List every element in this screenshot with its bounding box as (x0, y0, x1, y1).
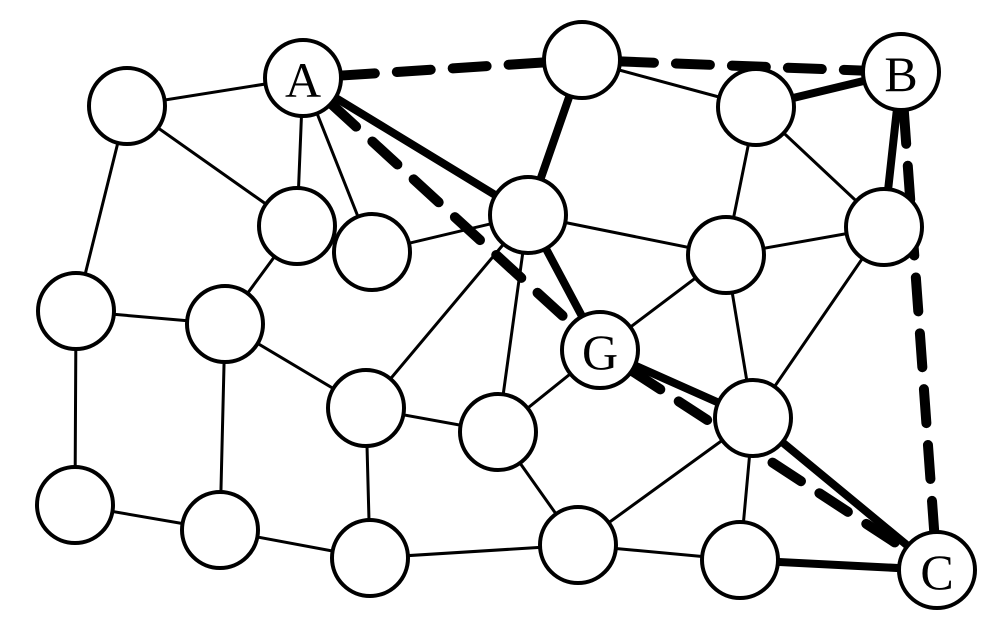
node-label-B: B (884, 46, 917, 102)
node-n7 (846, 189, 922, 265)
node-n17 (460, 394, 536, 470)
node-label-A: A (285, 52, 321, 108)
node-n8 (490, 177, 566, 253)
node-n13 (334, 214, 410, 290)
node-n21 (540, 507, 616, 583)
node-n15 (187, 286, 263, 362)
node-n5 (544, 22, 620, 98)
edge-B-C (904, 110, 935, 532)
node-label-G: G (582, 324, 618, 380)
node-n9 (688, 217, 764, 293)
node-n14 (38, 273, 114, 349)
node-n12 (259, 188, 335, 264)
edge-A-n5 (341, 62, 544, 75)
node-n18 (37, 467, 113, 543)
edge-n5-B (620, 61, 863, 70)
node-n11 (89, 68, 165, 144)
node-n20 (332, 520, 408, 596)
node-n10 (715, 380, 791, 456)
node-n22 (702, 522, 778, 598)
node-label-C: C (920, 544, 953, 600)
node-n16 (328, 370, 404, 446)
node-n6 (718, 69, 794, 145)
node-n19 (182, 492, 258, 568)
network-diagram: A B G C (0, 0, 987, 640)
